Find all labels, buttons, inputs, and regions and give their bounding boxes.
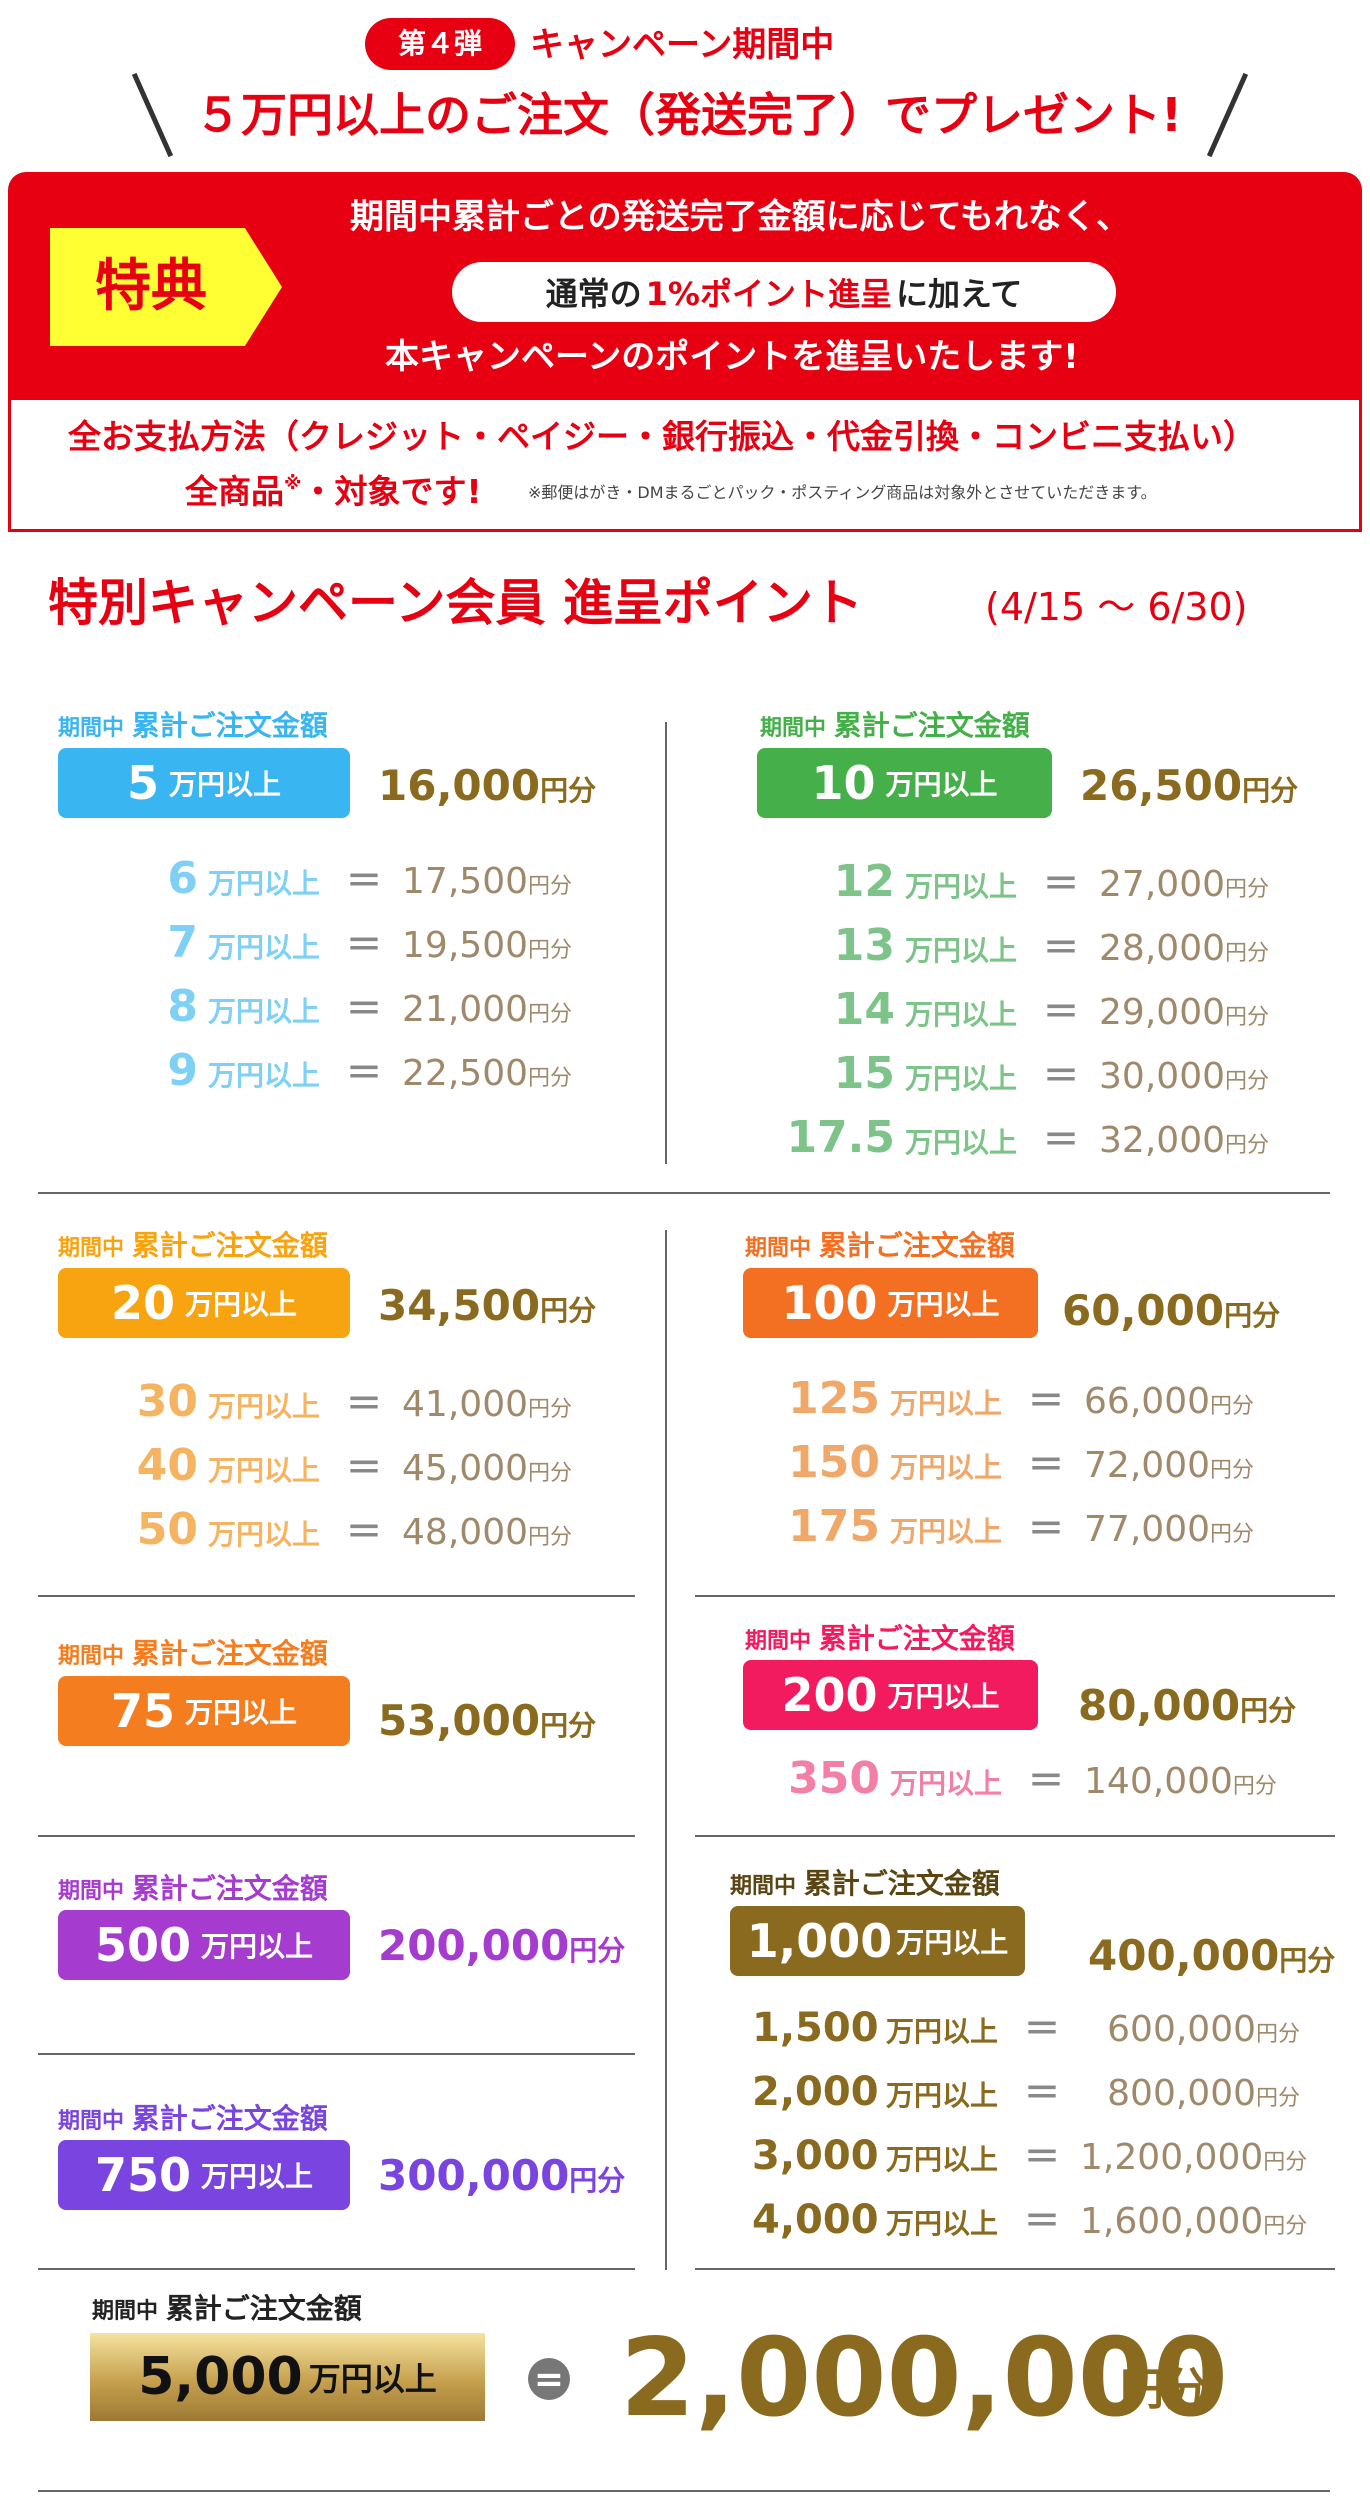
payment-box [8, 400, 1362, 532]
tier20-row: 30 万円以上＝ 41,000円分 [136, 1376, 573, 1427]
tier5000-label: 期間中 累計ご注文金額 [92, 2292, 362, 2325]
benefit-line3: 本キャンペーンのポイントを進呈いたします! [385, 337, 1079, 377]
section-title: 特別キャンペーン会員 進呈ポイント [48, 574, 863, 632]
divider-v1 [665, 722, 667, 1164]
tier1000-row: 3,000 万円以上＝ 1,200,000円分 [752, 2133, 1308, 2179]
tier10-row: 17.5 万円以上＝ 32,000円分 [786, 1112, 1270, 1163]
tier20-row: 50 万円以上＝ 48,000円分 [136, 1504, 573, 1555]
tier1000-points: 400,000円分 [1088, 1931, 1336, 1980]
divider-h2l [38, 1595, 635, 1597]
tier1000-row: 2,000 万円以上＝ 800,000円分 [752, 2069, 1301, 2115]
section-date: (4/15 ～ 6/30) [985, 585, 1248, 629]
tier10-row: 12 万円以上＝ 27,000円分 [833, 856, 1270, 907]
tier1000-label: 期間中 累計ご注文金額 [730, 1867, 1000, 1900]
pill-text-b: 1%ポイント進呈 [645, 275, 892, 313]
tier750-points: 300,000円分 [378, 2151, 626, 2200]
tier1000-amount-tag: 1,000 万円以上 [730, 1906, 1025, 1976]
tier10-label: 期間中 累計ご注文金額 [760, 709, 1030, 742]
tier5-row: 9 万円以上＝ 22,500円分 [167, 1045, 573, 1096]
divider-h1 [38, 1192, 1330, 1194]
headline: ５万円以上のご注文（発送完了）でプレゼント! [195, 88, 1182, 142]
tier10-row: 14 万円以上＝ 29,000円分 [833, 984, 1270, 1035]
tier5-sub-list: 6 万円以上＝ 17,500円分 7 万円以上＝ 19,500円分 8 万円以上＝ 21,0… [110, 852, 572, 1108]
tier75-points: 53,000円分 [378, 1696, 597, 1745]
tier5-points: 16,000円分 [378, 761, 597, 810]
equals-icon: = [528, 2358, 570, 2400]
tier100-row: 125 万円以上＝ 66,000円分 [788, 1373, 1255, 1424]
divider-h5l [38, 2268, 635, 2270]
left-slash-decoration [131, 72, 174, 158]
right-slash-decoration [1206, 72, 1249, 158]
tier100-row: 175 万円以上＝ 77,000円分 [788, 1501, 1255, 1552]
campaign-period: キャンペーン期間中 [530, 25, 835, 65]
tier500-label: 期間中 累計ご注文金額 [58, 1872, 328, 1905]
pill-text-c: に加えて [895, 275, 1023, 313]
divider-h2r [695, 1595, 1335, 1597]
tier10-points: 26,500円分 [1080, 761, 1299, 810]
tier5-amount-tag: 5 万円以上 [58, 748, 350, 818]
tier20-amount-tag: 20 万円以上 [58, 1268, 350, 1338]
tier100-sub-list: 125 万円以上＝ 66,000円分 150 万円以上＝ 72,000円分 175 万円以… [770, 1372, 1254, 1564]
tier200-points: 80,000円分 [1078, 1681, 1297, 1730]
tier500-amount-tag: 500 万円以上 [58, 1910, 350, 1980]
tier5-label: 期間中 累計ご注文金額 [58, 709, 328, 742]
benefit-tag: 特典 [50, 228, 282, 346]
tier1000-sub-list: 1,500 万円以上＝ 600,000円分 2,000 万円以上＝ 800,000円分 … [752, 2000, 1308, 2256]
tier200-row: 350 万円以上＝ 140,000円分 [788, 1753, 1277, 1804]
divider-v2 [665, 1230, 667, 2270]
tier5000-points-unit: 円分 [1120, 2364, 1208, 2415]
campaign-badge: 第４弾 [365, 18, 515, 70]
payment-methods: 全お支払方法（クレジット・ペイジー・銀行振込・代金引換・コンビニ支払い） [68, 417, 1256, 456]
tier75-label: 期間中 累計ご注文金額 [58, 1637, 328, 1670]
tier75-amount-tag: 75 万円以上 [58, 1676, 350, 1746]
tier500-points: 200,000円分 [378, 1921, 626, 1970]
tier200-amount-tag: 200 万円以上 [743, 1660, 1038, 1730]
tier10-row: 13 万円以上＝ 28,000円分 [833, 920, 1270, 971]
tier20-label: 期間中 累計ご注文金額 [58, 1229, 328, 1262]
tier5-row: 8 万円以上＝ 21,000円分 [167, 981, 573, 1032]
divider-bottom [38, 2490, 1330, 2492]
tier20-row: 40 万円以上＝ 45,000円分 [136, 1440, 573, 1491]
tier100-row: 150 万円以上＝ 72,000円分 [788, 1437, 1255, 1488]
divider-h3r [695, 1835, 1335, 1837]
tier10-row: 15 万円以上＝ 30,000円分 [833, 1048, 1270, 1099]
tier10-sub-list: 12 万円以上＝ 27,000円分 13 万円以上＝ 28,000円分 14 万円以上＝ 2… [780, 855, 1269, 1175]
divider-h4l [38, 2053, 635, 2055]
tier1000-row: 1,500 万円以上＝ 600,000円分 [752, 2005, 1301, 2051]
tier100-points: 60,000円分 [1062, 1286, 1281, 1335]
exclusion-note: ※郵便はがき・DMまるごとパック・ポスティング商品は対象外とさせていただきます。 [528, 483, 1157, 502]
tier5000-amount-tag: 5,000 万円以上 [90, 2333, 485, 2421]
benefit-pill: 通常の 1%ポイント進呈 に加えて [452, 262, 1116, 322]
divider-h3l [38, 1835, 635, 1837]
tier100-amount-tag: 100 万円以上 [743, 1268, 1038, 1338]
tier1000-row: 4,000 万円以上＝ 1,600,000円分 [752, 2197, 1308, 2243]
tier5-row: 6 万円以上＝ 17,500円分 [167, 853, 573, 904]
tier750-amount-tag: 750 万円以上 [58, 2140, 350, 2210]
tier100-label: 期間中 累計ご注文金額 [745, 1229, 1015, 1262]
tier200-sub-list: 350 万円以上＝ 140,000円分 [770, 1752, 1277, 1816]
pill-text-a: 通常の [545, 275, 642, 313]
divider-h5r [695, 2268, 1335, 2270]
tier10-amount-tag: 10 万円以上 [757, 748, 1052, 818]
tier20-points: 34,500円分 [378, 1281, 597, 1330]
tier5000-points: 2,000,000 [620, 2316, 1229, 2441]
benefit-line1: 期間中累計ごとの発送完了金額に応じてもれなく、 [350, 197, 1130, 237]
tier200-label: 期間中 累計ご注文金額 [745, 1622, 1015, 1655]
all-products: 全商品※・対象です! [185, 472, 482, 511]
tier20-sub-list: 30 万円以上＝ 41,000円分 40 万円以上＝ 45,000円分 50 万円以上＝ 4… [110, 1375, 572, 1567]
tier750-label: 期間中 累計ご注文金額 [58, 2102, 328, 2135]
tier5-row: 7 万円以上＝ 19,500円分 [167, 917, 573, 968]
